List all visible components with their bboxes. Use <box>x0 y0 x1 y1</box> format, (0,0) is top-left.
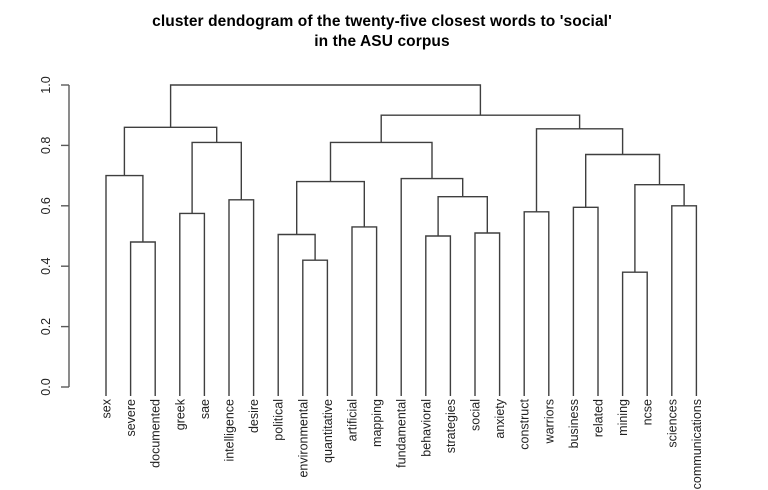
chart-title-line-1: cluster dendogram of the twenty-five clo… <box>152 13 612 30</box>
leaf-label: sciences <box>665 399 679 448</box>
leaf-label: intelligence <box>223 399 237 462</box>
leaf-label: communications <box>690 399 704 489</box>
y-axis-tick-label: 0.8 <box>39 137 53 154</box>
leaf-label: business <box>567 399 581 448</box>
dendrogram-link <box>671 205 698 396</box>
leaf-label: artificial <box>346 399 360 441</box>
chart-title: cluster dendogram of the twenty-five clo… <box>0 12 764 52</box>
leaf-label: construct <box>518 398 532 449</box>
dendrogram-link <box>400 177 464 396</box>
dendrogram-link <box>277 233 316 396</box>
y-axis-tick-label: 0.0 <box>39 378 53 395</box>
dendrogram-link <box>437 196 488 236</box>
leaf-label: environmental <box>296 399 310 478</box>
dendrogram-link <box>535 128 624 212</box>
dendrogram-link <box>329 141 433 182</box>
leaf-label: political <box>272 399 286 441</box>
dendrogram-link <box>634 184 685 273</box>
dendrogram-link <box>123 126 218 176</box>
leaf-label: documented <box>149 399 163 468</box>
dendrogram-link <box>425 235 452 396</box>
dendrogram-link <box>302 259 329 396</box>
leaf-label: sae <box>198 399 212 419</box>
leaf-label: ncse <box>641 399 655 425</box>
dendrogram-link <box>228 199 255 396</box>
chart-title-line-2: in the ASU corpus <box>314 33 450 50</box>
leaf-label: desire <box>247 399 261 433</box>
y-axis-tick-label: 0.4 <box>39 257 53 274</box>
leaf-label: anxiety <box>493 398 507 438</box>
y-axis-tick-label: 0.2 <box>39 318 53 335</box>
y-axis-tick-label: 0.6 <box>39 197 53 214</box>
leaf-label: greek <box>173 398 187 430</box>
dendrogram-link <box>179 212 206 396</box>
dendrogram-link <box>621 271 648 396</box>
dendrogram-link <box>191 141 242 214</box>
dendrogram-link <box>474 232 501 396</box>
leaf-label: sex <box>100 398 114 418</box>
leaf-label: social <box>469 399 483 431</box>
leaf-label: strategies <box>444 399 458 453</box>
leaf-label: behavioral <box>419 399 433 457</box>
dendrogram-link <box>351 226 378 396</box>
dendrogram-link <box>585 153 661 208</box>
leaf-label: mapping <box>370 399 384 447</box>
leaf-label: fundamental <box>395 399 409 468</box>
dendrogram-link <box>169 84 482 128</box>
y-axis-tick-label: 1.0 <box>39 76 53 93</box>
dendrogram-link <box>129 241 156 396</box>
leaf-label: quantitative <box>321 399 335 463</box>
dendrogram-link <box>105 174 144 396</box>
dendrogram-link <box>572 206 599 396</box>
leaf-label: related <box>592 399 606 437</box>
leaf-label: severe <box>124 399 138 437</box>
leaf-label: mining <box>616 399 630 436</box>
dendrogram-link <box>523 211 550 396</box>
leaf-label: warriors <box>542 399 556 444</box>
